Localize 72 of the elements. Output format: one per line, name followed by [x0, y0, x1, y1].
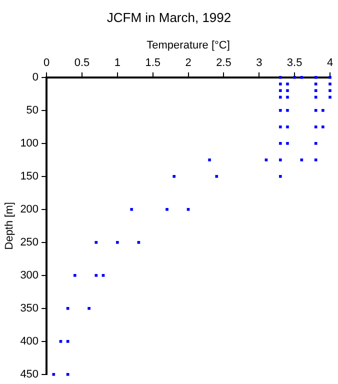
y-tick-label: 400: [20, 335, 39, 348]
point: [278, 96, 282, 99]
point: [278, 82, 282, 86]
x-tick-label: 0: [43, 56, 50, 69]
y-tick-label: 250: [20, 236, 39, 248]
point: [314, 76, 318, 79]
point: [328, 89, 332, 92]
point: [293, 76, 296, 79]
point: [137, 240, 140, 244]
point: [286, 89, 289, 92]
point: [328, 82, 332, 86]
point: [278, 76, 282, 79]
x-tick-label: 2.5: [216, 56, 232, 69]
point: [286, 125, 289, 128]
y-tick-label: 100: [20, 137, 39, 150]
point: [278, 142, 282, 145]
point: [66, 340, 70, 343]
point: [66, 306, 70, 310]
x-tick-label: 3.5: [286, 56, 302, 69]
point: [322, 108, 324, 112]
x-tick-label: 3: [256, 56, 262, 69]
point: [215, 174, 218, 178]
chart-title: JCFM in March, 1992: [106, 10, 232, 25]
point: [278, 89, 282, 92]
point: [66, 372, 70, 376]
y-tick-label: 450: [20, 368, 39, 380]
point: [116, 240, 119, 244]
y-tick-label: 300: [20, 269, 39, 282]
point: [314, 89, 318, 92]
point: [286, 82, 289, 86]
point: [88, 306, 90, 310]
point: [300, 76, 304, 79]
point: [73, 274, 76, 277]
point: [94, 240, 98, 244]
point: [328, 96, 332, 99]
y-tick-label: 150: [20, 170, 39, 182]
x-tick-label: 1.5: [145, 56, 160, 69]
point: [314, 142, 318, 145]
point: [300, 158, 304, 162]
y-tick-label: 50: [26, 104, 39, 116]
point: [94, 274, 98, 277]
point: [314, 125, 318, 128]
point: [314, 82, 318, 86]
point: [278, 158, 282, 162]
point: [130, 208, 133, 211]
point: [186, 208, 190, 211]
x-tick-label: 1: [114, 56, 120, 69]
x-tick-label: 4: [326, 56, 334, 69]
point: [278, 108, 282, 112]
point: [314, 158, 318, 162]
point: [264, 158, 268, 162]
x-tick-label: 2: [185, 56, 192, 69]
y-tick-label: 200: [20, 203, 39, 216]
point: [278, 174, 282, 178]
point: [278, 125, 282, 128]
y-tick-label: 350: [20, 302, 39, 314]
point: [328, 76, 332, 79]
point: [208, 158, 211, 162]
point: [102, 274, 105, 277]
point: [286, 108, 289, 112]
x-axis-title: Temperature [°C]: [146, 40, 230, 52]
x-tick-label: 0.5: [74, 56, 90, 69]
point: [52, 372, 56, 376]
y-tick-label: 0: [32, 71, 39, 84]
point: [314, 108, 318, 112]
point: [59, 340, 62, 343]
point: [322, 125, 324, 128]
point: [286, 142, 289, 145]
point: [172, 174, 176, 178]
y-axis-title: Depth [m]: [4, 202, 16, 250]
point: [166, 208, 168, 211]
point: [286, 96, 289, 99]
